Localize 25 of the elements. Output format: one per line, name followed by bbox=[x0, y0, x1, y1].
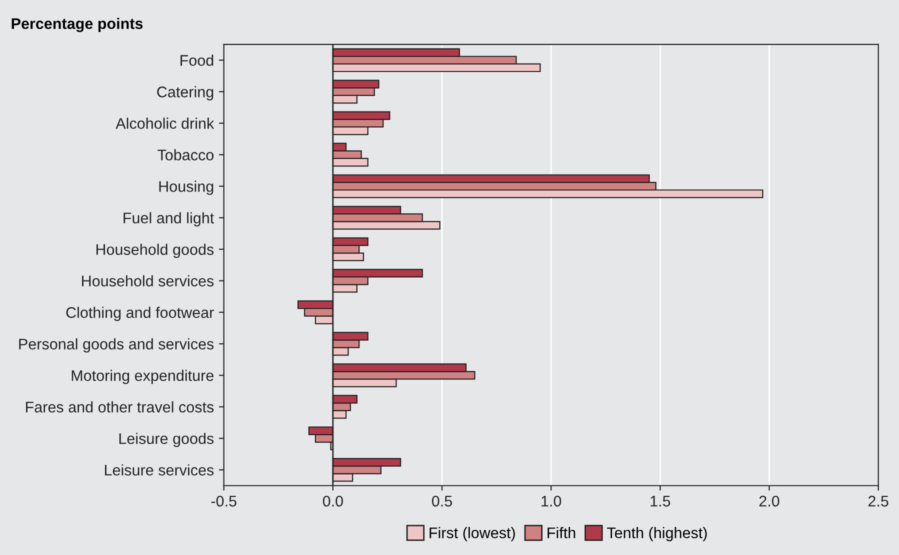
text: Percentage points bbox=[12, 18, 143, 32]
y-tick-label: Housing bbox=[159, 180, 214, 195]
x-tick-label: 2.5 bbox=[868, 496, 888, 507]
y-tick-label: Personal goods and services bbox=[19, 338, 214, 353]
y-tick-label: Tobacco bbox=[158, 149, 214, 160]
x-tick-label: 0.0 bbox=[322, 496, 343, 507]
y-tick-label: Leisure goods bbox=[119, 432, 214, 448]
x-tick-label: 1.0 bbox=[542, 496, 562, 507]
y-tick-label: Food bbox=[180, 54, 214, 66]
x-tick-label: 0.5 bbox=[432, 496, 452, 507]
y-tick-label: Motoring expenditure bbox=[72, 370, 214, 384]
legend-label: Tenth (highest) bbox=[607, 527, 707, 542]
legend-label: Fifth bbox=[548, 527, 576, 538]
x-tick-label: -0.5 bbox=[211, 496, 236, 507]
x-tick-label: 1.5 bbox=[650, 496, 670, 507]
y-tick-label: Catering bbox=[157, 86, 214, 100]
y-tick-label: Household services bbox=[82, 275, 214, 286]
y-tick-label: Fuel and light bbox=[124, 212, 214, 226]
y-tick-label: Alcoholic drink bbox=[116, 118, 214, 129]
y-tick-label: Clothing and footwear bbox=[66, 306, 214, 321]
x-tick-label: 2.0 bbox=[759, 496, 780, 507]
y-tick-label: Household goods bbox=[96, 244, 214, 258]
y-tick-label: Fares and other travel costs bbox=[26, 401, 214, 413]
legend-label: First (lowest) bbox=[430, 527, 515, 542]
y-tick-label: Leisure services bbox=[105, 464, 214, 476]
